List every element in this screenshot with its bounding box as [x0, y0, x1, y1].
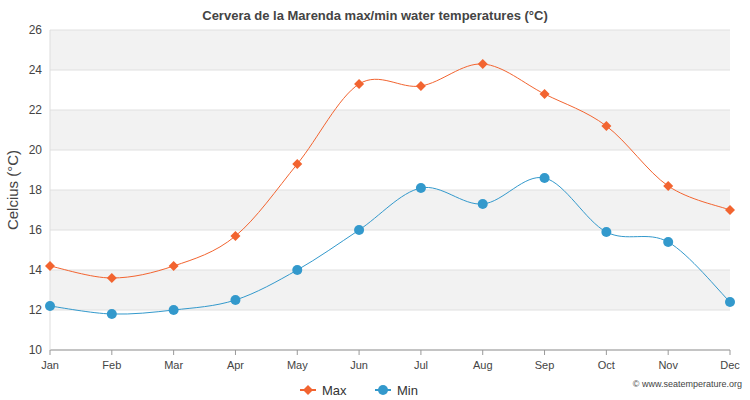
- data-point: [45, 261, 55, 271]
- x-tick-label: Apr: [227, 359, 244, 371]
- data-point: [725, 297, 735, 307]
- grid-line: [50, 310, 730, 311]
- data-point: [540, 173, 550, 183]
- data-point: [416, 81, 426, 91]
- y-tick-label: 14: [29, 263, 43, 277]
- series-line: [50, 177, 730, 314]
- x-tick: [235, 350, 236, 355]
- x-tick-label: May: [287, 359, 308, 371]
- grid-line: [50, 70, 730, 71]
- grid-line: [50, 270, 730, 271]
- data-point: [230, 295, 240, 305]
- y-tick-label: 12: [29, 303, 43, 317]
- data-point: [169, 305, 179, 315]
- x-tick-label: Mar: [164, 359, 183, 371]
- legend-marker: [378, 385, 388, 395]
- x-tick: [359, 350, 360, 355]
- grid-line: [50, 350, 730, 351]
- y-tick-label: 26: [29, 23, 43, 37]
- grid-band: [50, 270, 730, 310]
- x-tick-label: Sep: [535, 359, 555, 371]
- grid-line: [50, 230, 730, 231]
- legend-label: Min: [397, 383, 418, 398]
- x-tick: [606, 350, 607, 355]
- y-tick-label: 22: [29, 103, 43, 117]
- data-point: [478, 199, 488, 209]
- x-tick-label: Oct: [598, 359, 615, 371]
- x-tick: [173, 350, 174, 355]
- x-tick-label: Jul: [414, 359, 428, 371]
- x-tick: [50, 350, 51, 355]
- grid-line: [50, 190, 730, 191]
- y-tick-label: 16: [29, 223, 43, 237]
- title: Cervera de la Marenda max/min water temp…: [202, 8, 548, 23]
- data-point: [725, 205, 735, 215]
- data-point: [107, 309, 117, 319]
- x-tick-label: Feb: [102, 359, 121, 371]
- data-point: [292, 159, 302, 169]
- x-tick: [420, 350, 421, 355]
- series-line: [50, 64, 730, 278]
- data-point: [601, 121, 611, 131]
- data-point: [169, 261, 179, 271]
- data-point: [663, 181, 673, 191]
- x-tick: [544, 350, 545, 355]
- x-tick-label: Jan: [41, 359, 59, 371]
- x-tick-label: Dec: [720, 359, 740, 371]
- x-tick-label: Jun: [350, 359, 368, 371]
- data-point: [230, 231, 240, 241]
- grid-line: [50, 110, 730, 111]
- x-tick-label: Nov: [658, 359, 678, 371]
- data-point: [292, 265, 302, 275]
- credit: © www.seatemperature.org: [633, 379, 742, 389]
- plot-area: [45, 59, 735, 319]
- x-tick-label: Aug: [473, 359, 493, 371]
- legend-marker: [303, 385, 313, 395]
- grid-line: [50, 30, 730, 31]
- y-axis-label: Celcius (°C): [4, 150, 21, 230]
- data-point: [663, 237, 673, 247]
- x-tick: [297, 350, 298, 355]
- grid-band: [50, 30, 730, 70]
- data-point: [354, 79, 364, 89]
- legend: Max Min: [300, 383, 418, 398]
- grid-band: [50, 190, 730, 230]
- grid-band: [50, 110, 730, 150]
- legend-label: Max: [322, 383, 347, 398]
- x-tick: [111, 350, 112, 355]
- data-point: [354, 225, 364, 235]
- x-tick: [730, 350, 731, 355]
- data-point: [416, 183, 426, 193]
- data-point: [601, 227, 611, 237]
- grid-line: [50, 150, 730, 151]
- x-tick: [668, 350, 669, 355]
- data-point: [45, 301, 55, 311]
- x-tick: [482, 350, 483, 355]
- chart: 10 12 14 16 18 20 22 24 26 Jan Feb Mar Apr May Jun Jul A…: [0, 0, 750, 400]
- y-tick-label: 24: [29, 63, 43, 77]
- y-tick-label: 20: [29, 143, 43, 157]
- data-point: [107, 273, 117, 283]
- x-axis: [50, 350, 730, 351]
- y-tick-label: 18: [29, 183, 43, 197]
- data-point: [540, 89, 550, 99]
- y-tick-label: 10: [29, 343, 43, 357]
- data-point: [478, 59, 488, 69]
